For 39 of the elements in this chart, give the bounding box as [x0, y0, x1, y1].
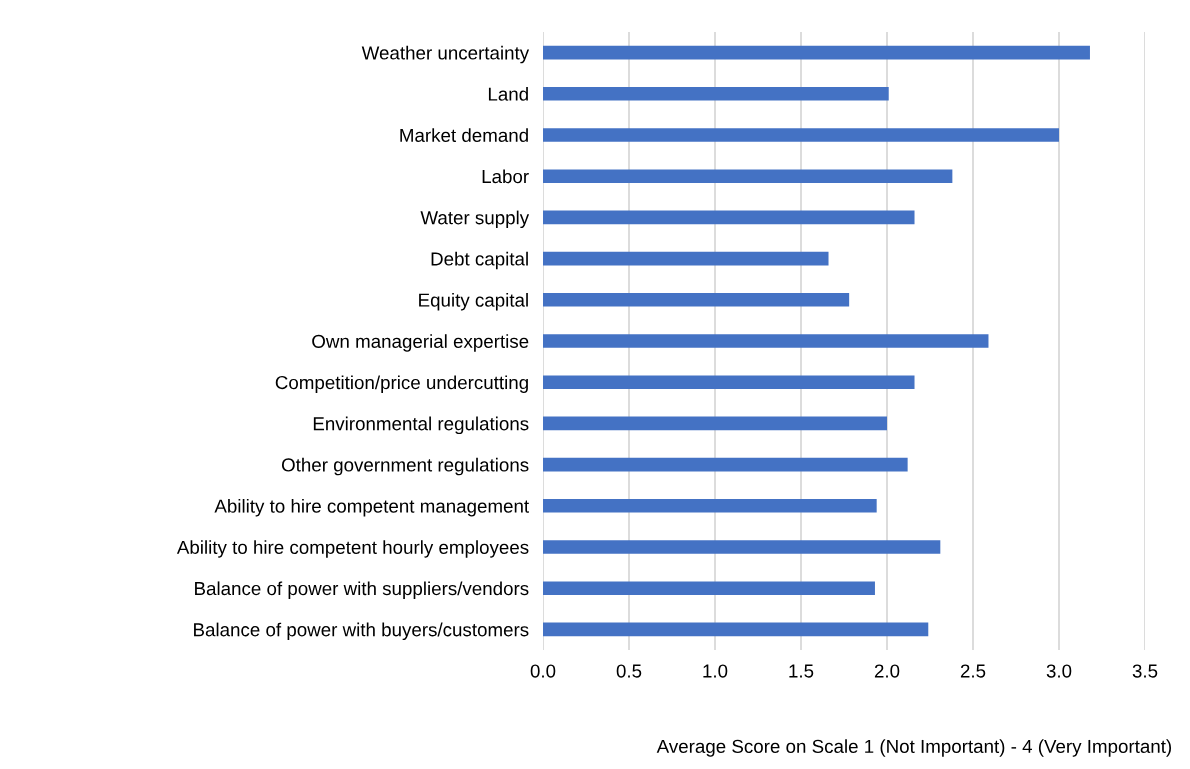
x-tick-label: 0.0 — [530, 664, 556, 678]
y-tick-label: Competition/price undercutting — [275, 375, 528, 393]
bar — [543, 416, 887, 431]
y-tick-label: Labor — [482, 169, 529, 184]
x-tick-label: 3.5 — [1132, 664, 1158, 678]
bar — [543, 499, 877, 513]
bar — [543, 540, 941, 554]
y-tick-label: Equity capital — [419, 293, 528, 311]
y-tick-label: Market demand — [400, 128, 528, 142]
x-tick-label: 2.5 — [960, 664, 986, 678]
x-axis-title: Average Score on Scale 1 (Not Important) - 4 (Very Important) — [656, 739, 1172, 757]
y-tick-label: Own managerial expertise — [312, 334, 529, 352]
bar — [543, 334, 989, 348]
bar — [543, 293, 850, 307]
y-tick-label: Balance of power with buyers/customers — [194, 622, 529, 641]
bar — [543, 375, 915, 389]
bar — [543, 169, 953, 183]
bar — [543, 457, 908, 472]
x-tick-label: 3.0 — [1046, 664, 1072, 678]
bar — [543, 87, 889, 101]
bar — [543, 45, 1090, 60]
bar — [543, 251, 829, 266]
x-tick-label: 1.5 — [789, 664, 814, 678]
bar — [543, 128, 1059, 142]
y-tick-label: Water supply — [420, 210, 530, 229]
y-tick-label: Weather uncertainty — [361, 45, 530, 64]
bar — [543, 210, 915, 225]
bar — [543, 581, 875, 595]
y-tick-label: Environmental regulations — [313, 416, 529, 435]
y-tick-label: Balance of power with suppliers/vendors — [195, 581, 529, 599]
y-tick-label: Ability to hire competent hourly employees — [176, 540, 529, 558]
bar — [543, 622, 929, 637]
y-tick-label: Debt capital — [431, 251, 528, 270]
y-tick-label: Ability to hire competent management — [214, 499, 529, 517]
x-tick-label: 0.5 — [616, 664, 642, 678]
x-tick-label: 1.0 — [703, 664, 728, 678]
x-tick-label: 2.0 — [874, 664, 900, 678]
y-tick-label: Other government regulations — [281, 457, 529, 476]
y-tick-label: Land — [488, 87, 528, 101]
